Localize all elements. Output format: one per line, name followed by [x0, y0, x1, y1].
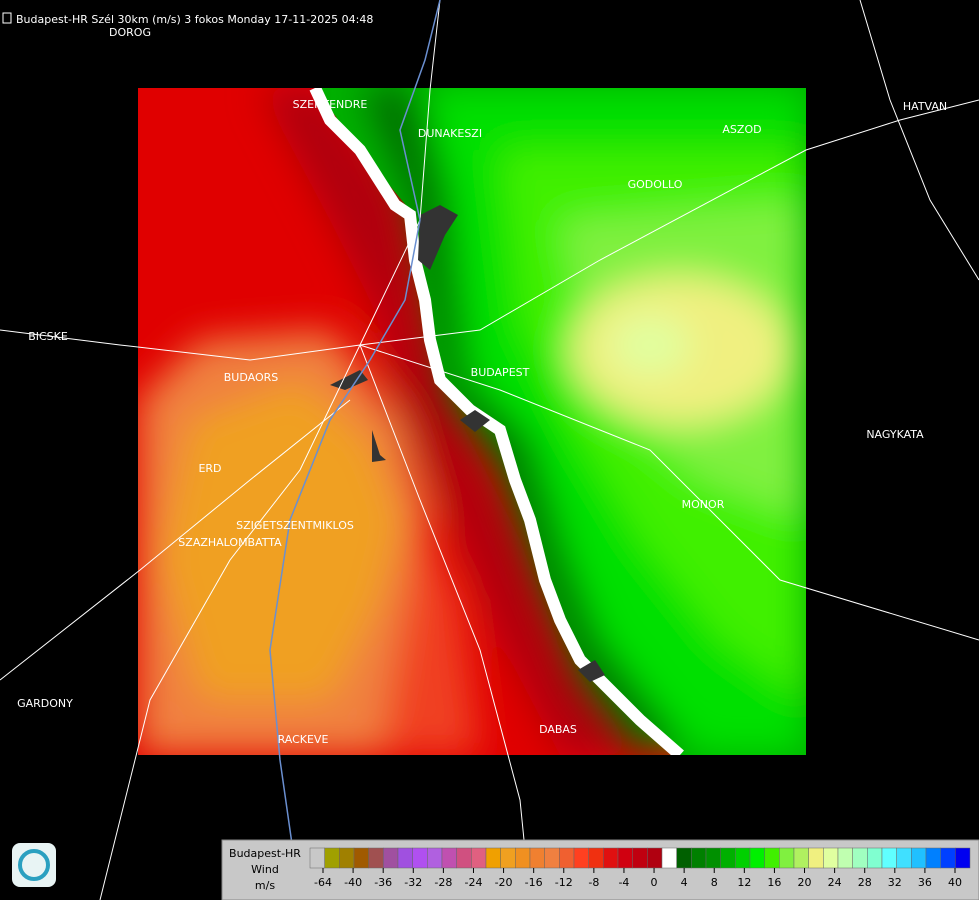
river	[269, 0, 441, 900]
title: Budapest-HR Szél 30km (m/s) 3 fokos Mond…	[16, 13, 373, 26]
legend-title: Wind	[251, 863, 279, 876]
legend-swatch	[368, 847, 384, 869]
legend-tick-label: -16	[525, 876, 543, 889]
legend-swatch	[573, 847, 589, 869]
place-label: BUDAORS	[224, 371, 279, 384]
legend-tick-label: 40	[948, 876, 962, 889]
legend-tick-label: 0	[651, 876, 658, 889]
legend-swatch	[764, 847, 780, 869]
place-label: MONOR	[682, 498, 725, 511]
legend-swatch	[309, 847, 325, 869]
legend-swatch	[529, 847, 545, 869]
legend-swatch	[720, 847, 736, 869]
legend-swatch	[911, 847, 927, 869]
place-label: GARDONY	[17, 697, 73, 710]
legend-swatch	[515, 847, 531, 869]
place-label: GODOLLO	[628, 178, 683, 191]
legend-swatch	[647, 847, 663, 869]
legend-tick-label: 24	[828, 876, 842, 889]
legend-swatch	[485, 847, 501, 869]
legend-tick-label: 32	[888, 876, 902, 889]
legend-swatch	[471, 847, 487, 869]
legend-tick-label: 20	[798, 876, 812, 889]
legend-swatch	[676, 847, 692, 869]
legend-swatch	[324, 847, 340, 869]
legend-swatch	[544, 847, 560, 869]
legend-swatch	[881, 847, 897, 869]
legend-tick-label: -20	[495, 876, 513, 889]
legend-swatch	[940, 847, 956, 869]
place-label: BUDAPEST	[471, 366, 530, 379]
legend-tick-label: 16	[767, 876, 781, 889]
wind-field	[138, 88, 806, 755]
legend-swatch	[823, 847, 839, 869]
place-label: ASZOD	[722, 123, 761, 136]
legend-swatch	[427, 847, 443, 869]
legend-title: m/s	[255, 879, 275, 892]
legend-swatch	[441, 847, 457, 869]
legend-swatch	[837, 847, 853, 869]
legend-tick-label: 8	[711, 876, 718, 889]
legend-swatch	[661, 847, 677, 869]
legend-swatch	[603, 847, 619, 869]
legend-swatch	[397, 847, 413, 869]
legend-swatch	[588, 847, 604, 869]
place-label: SZAZHALOMBATTA	[178, 536, 282, 549]
legend-swatch	[412, 847, 428, 869]
place-label: NAGYKATA	[866, 428, 924, 441]
legend-swatch	[383, 847, 399, 869]
legend-title: Budapest-HR	[229, 847, 301, 860]
legend-swatch	[500, 847, 516, 869]
legend-swatch	[779, 847, 795, 869]
legend-swatch	[353, 847, 369, 869]
legend-tick-label: 28	[858, 876, 872, 889]
legend-swatch	[852, 847, 868, 869]
place-label: DOROG	[109, 26, 151, 39]
logo-mark	[18, 849, 50, 881]
legend-swatch	[867, 847, 883, 869]
place-label: HATVAN	[903, 100, 947, 113]
place-label: SZENTENDRE	[293, 98, 368, 111]
place-label: BICSKE	[28, 330, 68, 343]
legend-tick-label: 12	[737, 876, 751, 889]
legend-swatch	[735, 847, 751, 869]
legend-tick-label: -64	[314, 876, 332, 889]
legend-tick-label: -12	[555, 876, 573, 889]
legend-swatch	[456, 847, 472, 869]
legend-tick-label: -28	[434, 876, 452, 889]
legend-swatch	[925, 847, 941, 869]
legend-swatch	[339, 847, 355, 869]
legend-tick-label: -24	[464, 876, 482, 889]
legend-swatch	[559, 847, 575, 869]
legend-tick-label: -36	[374, 876, 392, 889]
legend-swatch	[955, 847, 971, 869]
icon	[2, 12, 12, 24]
legend-tick-label: 4	[681, 876, 688, 889]
legend-tick-label: -40	[344, 876, 362, 889]
place-label: DABAS	[539, 723, 577, 736]
place-label: ERD	[198, 462, 221, 475]
legend-swatch	[808, 847, 824, 869]
legend-swatch	[691, 847, 707, 869]
place-label: DUNAKESZI	[418, 127, 482, 140]
legend-tick-label: -4	[618, 876, 629, 889]
legend-tick-label: 36	[918, 876, 932, 889]
legend-swatch	[705, 847, 721, 869]
legend-swatch	[632, 847, 648, 869]
legend-swatch	[793, 847, 809, 869]
legend-tick-label: -32	[404, 876, 422, 889]
legend-swatch	[896, 847, 912, 869]
place-label: SZIGETSZENTMIKLOS	[236, 519, 354, 532]
legend-swatch	[617, 847, 633, 869]
place-label: RACKEVE	[278, 733, 329, 746]
legend-tick-label: -8	[588, 876, 599, 889]
legend-swatch	[749, 847, 765, 869]
